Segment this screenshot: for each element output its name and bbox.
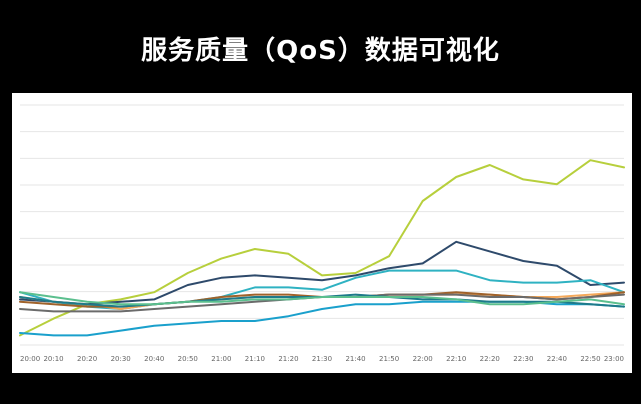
- x-tick-label: 20:10: [43, 355, 63, 363]
- x-tick-label: 20:40: [144, 355, 164, 363]
- x-tick-label: 21:30: [312, 355, 332, 363]
- series-line-1: [19, 159, 625, 337]
- x-tick-label: 22:10: [446, 355, 466, 363]
- x-tick-label: 21:50: [379, 355, 399, 363]
- x-tick-label: 21:10: [245, 355, 265, 363]
- series-line-9: [19, 291, 625, 306]
- x-tick-label: 20:00: [20, 355, 40, 363]
- x-tick-label: 22:40: [547, 355, 567, 363]
- x-tick-label: 21:00: [211, 355, 231, 363]
- line-chart: 20:00 20:10 20:20 20:30 20:40 20:50 21:00 21:10…: [19, 104, 625, 363]
- series-line-2: [19, 240, 625, 306]
- x-tick-label: 22:20: [480, 355, 500, 363]
- x-tick-label: 21:20: [278, 355, 298, 363]
- chart-grid: [20, 104, 624, 346]
- x-tick-label: 20:30: [111, 355, 131, 363]
- x-tick-label: 22:30: [513, 355, 533, 363]
- slide-title: 服务质量（QoS）数据可视化: [141, 36, 500, 66]
- x-axis-ticks: 20:00 20:10 20:20 20:30 20:40 20:50 21:00 21:10…: [20, 355, 624, 363]
- x-tick-label: 20:50: [178, 355, 198, 363]
- chart-panel: 20:00 20:10 20:20 20:30 20:40 20:50 21:00 21:10…: [12, 93, 632, 373]
- x-tick-label: 23:00: [604, 355, 624, 363]
- x-tick-label: 22:50: [580, 355, 600, 363]
- x-tick-label: 20:20: [77, 355, 97, 363]
- chart-series: [19, 159, 625, 337]
- x-tick-label: 22:00: [413, 355, 433, 363]
- x-tick-label: 21:40: [345, 355, 365, 363]
